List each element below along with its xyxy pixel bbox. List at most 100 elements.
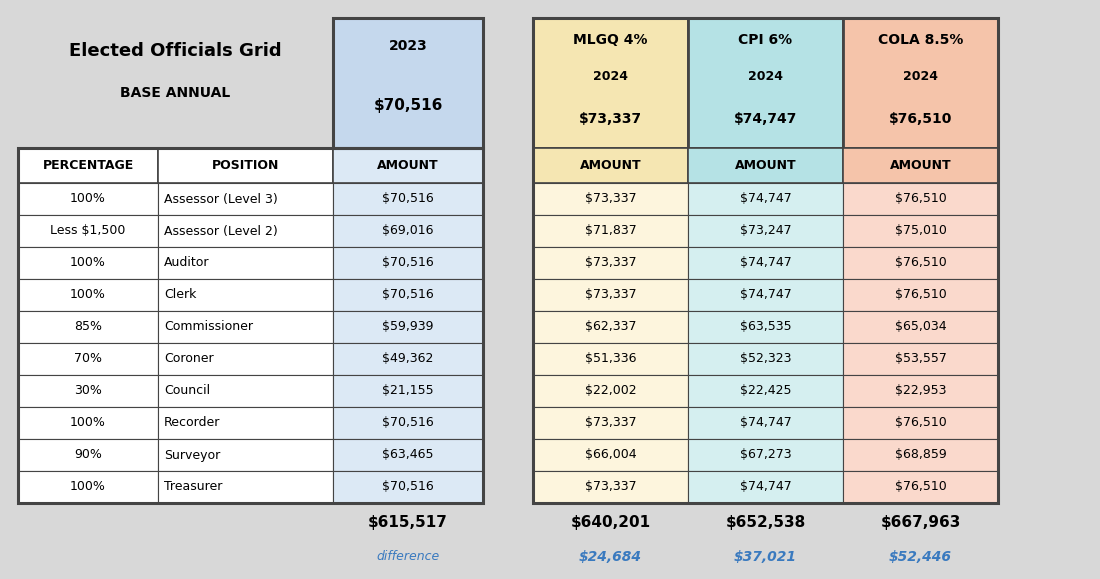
Bar bbox=[333, 183, 483, 215]
Text: PERCENTAGE: PERCENTAGE bbox=[43, 159, 133, 172]
Bar bbox=[688, 343, 843, 375]
Text: Treasurer: Treasurer bbox=[164, 481, 222, 493]
Text: Less $1,500: Less $1,500 bbox=[51, 225, 125, 237]
Bar bbox=[534, 183, 688, 215]
Text: $615,517: $615,517 bbox=[368, 515, 448, 530]
Text: AMOUNT: AMOUNT bbox=[735, 159, 796, 172]
Text: $49,362: $49,362 bbox=[383, 353, 433, 365]
Bar bbox=[843, 18, 998, 148]
Bar bbox=[18, 311, 158, 343]
Bar bbox=[843, 183, 998, 215]
Text: 100%: 100% bbox=[70, 256, 106, 269]
Text: $73,247: $73,247 bbox=[739, 225, 791, 237]
Bar bbox=[843, 471, 998, 503]
Text: $74,747: $74,747 bbox=[739, 288, 791, 302]
Bar bbox=[534, 343, 688, 375]
Bar bbox=[18, 279, 158, 311]
Bar bbox=[333, 18, 483, 148]
Bar bbox=[534, 439, 688, 471]
Text: $65,034: $65,034 bbox=[894, 321, 946, 334]
Bar bbox=[688, 215, 843, 247]
Bar bbox=[688, 375, 843, 407]
Bar bbox=[843, 215, 998, 247]
Bar bbox=[534, 407, 688, 439]
Bar bbox=[534, 247, 688, 279]
Bar bbox=[158, 375, 333, 407]
Bar bbox=[158, 407, 333, 439]
Bar bbox=[534, 18, 688, 148]
Bar bbox=[843, 407, 998, 439]
Text: $74,747: $74,747 bbox=[739, 256, 791, 269]
Text: $22,953: $22,953 bbox=[894, 384, 946, 398]
Text: POSITION: POSITION bbox=[212, 159, 279, 172]
Text: $53,557: $53,557 bbox=[894, 353, 946, 365]
Text: AMOUNT: AMOUNT bbox=[890, 159, 952, 172]
Bar bbox=[688, 503, 843, 541]
Bar bbox=[534, 503, 688, 541]
Bar bbox=[534, 279, 688, 311]
Text: $66,004: $66,004 bbox=[585, 449, 636, 461]
Text: AMOUNT: AMOUNT bbox=[377, 159, 439, 172]
Text: $73,337: $73,337 bbox=[585, 256, 636, 269]
Bar bbox=[843, 311, 998, 343]
Text: $52,446: $52,446 bbox=[889, 550, 952, 564]
Bar bbox=[534, 311, 688, 343]
Bar bbox=[158, 148, 333, 183]
Text: $73,337: $73,337 bbox=[585, 288, 636, 302]
Text: $76,510: $76,510 bbox=[894, 192, 946, 206]
Bar bbox=[688, 183, 843, 215]
Bar bbox=[158, 471, 333, 503]
Bar bbox=[843, 343, 998, 375]
Bar bbox=[158, 311, 333, 343]
Text: $37,021: $37,021 bbox=[734, 550, 798, 564]
Text: $74,747: $74,747 bbox=[739, 416, 791, 430]
Bar bbox=[534, 375, 688, 407]
Text: $76,510: $76,510 bbox=[894, 416, 946, 430]
Bar bbox=[333, 471, 483, 503]
Text: Recorder: Recorder bbox=[164, 416, 220, 430]
Text: Auditor: Auditor bbox=[164, 256, 209, 269]
Text: $70,516: $70,516 bbox=[382, 192, 433, 206]
Text: Assessor (Level 3): Assessor (Level 3) bbox=[164, 192, 277, 206]
Text: $73,337: $73,337 bbox=[585, 192, 636, 206]
Text: $70,516: $70,516 bbox=[382, 481, 433, 493]
Text: 100%: 100% bbox=[70, 416, 106, 430]
Text: $76,510: $76,510 bbox=[889, 112, 953, 126]
Text: $74,747: $74,747 bbox=[734, 112, 798, 126]
Bar bbox=[843, 247, 998, 279]
Text: $67,273: $67,273 bbox=[739, 449, 791, 461]
Bar bbox=[688, 279, 843, 311]
Text: 70%: 70% bbox=[74, 353, 102, 365]
Text: Council: Council bbox=[164, 384, 210, 398]
Bar bbox=[18, 471, 158, 503]
Bar bbox=[18, 375, 158, 407]
Bar bbox=[843, 503, 998, 541]
Bar bbox=[158, 439, 333, 471]
Text: 100%: 100% bbox=[70, 288, 106, 302]
Text: 2024: 2024 bbox=[593, 71, 628, 83]
Bar bbox=[18, 183, 158, 215]
Text: difference: difference bbox=[376, 551, 440, 563]
Bar bbox=[333, 503, 483, 541]
Text: $63,465: $63,465 bbox=[383, 449, 433, 461]
Text: MLGQ 4%: MLGQ 4% bbox=[573, 34, 648, 47]
Bar bbox=[534, 148, 688, 183]
Text: Coroner: Coroner bbox=[164, 353, 213, 365]
Bar bbox=[18, 407, 158, 439]
Text: Surveyor: Surveyor bbox=[164, 449, 220, 461]
Text: 100%: 100% bbox=[70, 192, 106, 206]
Text: COLA 8.5%: COLA 8.5% bbox=[878, 34, 964, 47]
Text: $22,425: $22,425 bbox=[739, 384, 791, 398]
Text: $52,323: $52,323 bbox=[739, 353, 791, 365]
Bar bbox=[333, 375, 483, 407]
Text: $76,510: $76,510 bbox=[894, 256, 946, 269]
Text: $24,684: $24,684 bbox=[579, 550, 642, 564]
Bar bbox=[688, 471, 843, 503]
Bar bbox=[688, 407, 843, 439]
Bar bbox=[18, 215, 158, 247]
Text: $69,016: $69,016 bbox=[383, 225, 433, 237]
Bar bbox=[688, 439, 843, 471]
Bar bbox=[333, 439, 483, 471]
Bar bbox=[158, 183, 333, 215]
Bar bbox=[158, 215, 333, 247]
